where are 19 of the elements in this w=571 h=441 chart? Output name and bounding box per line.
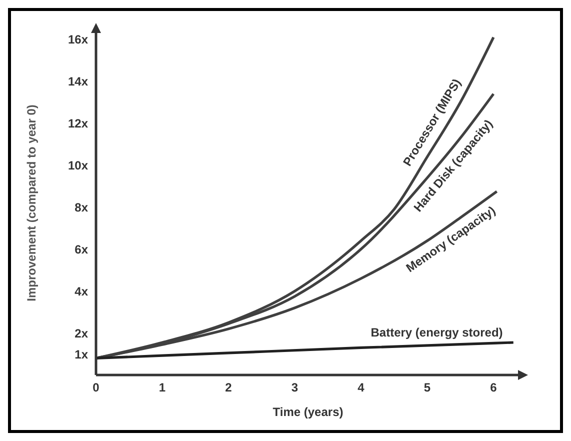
y-tick-label: 6x [74,242,88,256]
x-tick-label: 4 [358,380,365,395]
x-axis-title: Time (years) [272,405,344,419]
y-axis-title: Improvement (compared to year 0) [24,104,38,302]
x-tick-label: 5 [424,380,431,395]
y-tick-label: 14x [68,74,88,89]
y-tick-label: 10x [68,158,88,173]
x-tick-label: 3 [291,380,298,395]
x-tick-label: 1 [158,380,166,395]
y-tick-label: 1x [74,347,88,362]
x-tick-label: 2 [225,380,232,395]
series-label: Battery (energy stored) [370,325,503,340]
y-tick-label: 8x [74,200,88,214]
y-tick-label: 2x [74,326,88,340]
x-tick-label: 0 [92,380,100,395]
y-tick-label: 16x [68,32,88,47]
x-tick-label: 6 [490,380,498,395]
y-tick-label: 12x [68,116,88,131]
y-tick-label: 4x [74,284,88,298]
